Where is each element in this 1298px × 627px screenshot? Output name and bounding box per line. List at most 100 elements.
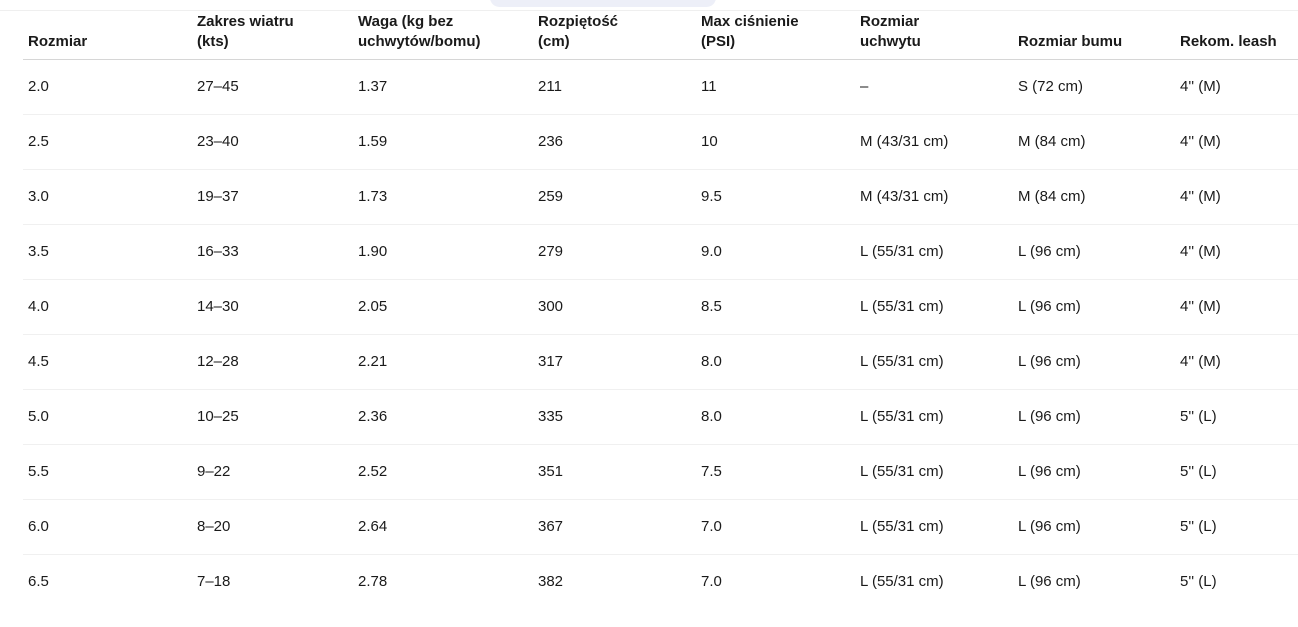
- table-row: 4.0 14–30 2.05 300 8.5 L (55/31 cm) L (96 cm) 4…: [23, 279, 1298, 335]
- table-cell: 2.78: [358, 572, 388, 590]
- table-cell: 8.0: [696, 389, 855, 445]
- table-row: 6.0 8–20 2.64 367 7.0 L (55/31 cm) L (96 cm) 5'…: [23, 499, 1298, 555]
- column-header-label: Max ciśnienie (PSI): [701, 12, 799, 50]
- table-cell: 2.36: [353, 389, 533, 445]
- column-header-label: Waga (kg bez uchwytów/bomu): [358, 12, 481, 50]
- column-header-label: Rozmiar bumu: [1018, 32, 1123, 50]
- table-row: 3.5 16–33 1.90 279 9.0 L (55/31 cm) L (96 cm) 4…: [23, 224, 1298, 280]
- table-cell: 2.64: [353, 499, 533, 555]
- table-cell: –: [855, 59, 1013, 115]
- table-cell: 5'' (L): [1175, 444, 1298, 500]
- table-cell: 2.05: [353, 279, 533, 335]
- table-cell: 12–28: [192, 334, 353, 390]
- table-cell: S (72 cm): [1013, 59, 1175, 115]
- table-cell: 7.5: [696, 444, 855, 500]
- table-row: 4.5 12–28 2.21 317 8.0 L (55/31 cm) L (96 cm) 4…: [23, 334, 1298, 390]
- column-header-label: Rozmiar: [28, 32, 88, 50]
- top-divider: [0, 10, 1298, 11]
- table-cell: M (84 cm): [1013, 169, 1175, 225]
- table-cell: 2.52: [353, 444, 533, 500]
- table-cell: 367: [533, 499, 696, 555]
- table-cell: 4'' (M): [1175, 114, 1298, 170]
- column-header-rozpietosc: Rozpiętość (cm): [533, 11, 696, 60]
- table-cell: L (55/31 cm): [855, 499, 1013, 555]
- table-cell: L (96 cm): [1018, 572, 1081, 590]
- table-cell: L (55/31 cm): [855, 444, 1013, 500]
- table-cell: 4'' (M): [1175, 224, 1298, 280]
- table-cell: 1.59: [353, 114, 533, 170]
- table-cell: L (96 cm): [1013, 224, 1175, 280]
- table-cell: 351: [533, 444, 696, 500]
- column-header-waga: Waga (kg bez uchwytów/bomu): [353, 11, 533, 60]
- table-cell: M (43/31 cm): [855, 169, 1013, 225]
- table-cell: 5'' (L): [1175, 389, 1298, 445]
- table-cell: 8.0: [696, 334, 855, 390]
- table-cell: L (96 cm): [1013, 334, 1175, 390]
- table-cell: 211: [533, 59, 696, 115]
- table-cell: 300: [533, 279, 696, 335]
- table-row: 5.0 10–25 2.36 335 8.0 L (55/31 cm) L (96 cm) 5…: [23, 389, 1298, 445]
- column-header-rozmiar: Rozmiar: [23, 11, 192, 60]
- table-cell: 5.0: [23, 389, 192, 445]
- table-row: 2.0 27–45 1.37 211 11– S (72 cm) 4'' (M): [23, 59, 1298, 115]
- table-cell: 4'' (M): [1175, 334, 1298, 390]
- table-cell: 14–30: [192, 279, 353, 335]
- column-header-label: Rozpiętość (cm): [538, 12, 619, 50]
- table-cell: 236: [533, 114, 696, 170]
- table-cell: 23–40: [192, 114, 353, 170]
- table-row: 5.5 9–22 2.52 351 7.5 L (55/31 cm) L (96 cm) 5'…: [23, 444, 1298, 500]
- table-cell: 1.37: [353, 59, 533, 115]
- header-row: Rozmiar Zakres wiatru (kts) Waga (kg bez…: [23, 11, 1298, 60]
- table-cell: L (55/31 cm): [855, 389, 1013, 445]
- column-header-label: Rekom. leash: [1180, 32, 1277, 50]
- table-cell: 3.5: [23, 224, 192, 280]
- spec-table: Rozmiar Zakres wiatru (kts) Waga (kg bez…: [23, 11, 1298, 609]
- table-cell: 9–22: [192, 444, 353, 500]
- table-cell: 382: [538, 572, 564, 590]
- table-cell: 5.5: [23, 444, 192, 500]
- table-cell: L (55/31 cm): [855, 279, 1013, 335]
- table-cell: 279: [533, 224, 696, 280]
- table-cell: 5'' (L): [1175, 499, 1298, 555]
- table-cell: 4.5: [23, 334, 192, 390]
- column-header-zakres-wiatru: Zakres wiatru (kts): [192, 11, 353, 60]
- table-cell: 317: [533, 334, 696, 390]
- table-cell: L (55/31 cm): [855, 224, 1013, 280]
- top-pill-button[interactable]: [490, 0, 716, 7]
- table-cell: 4'' (M): [1175, 59, 1298, 115]
- table-cell: 4'' (M): [1175, 279, 1298, 335]
- column-header-label: Rozmiar uchwytu: [860, 12, 921, 50]
- table-cell: 6.5: [28, 572, 49, 590]
- table-cell: 1.90: [353, 224, 533, 280]
- table-cell: 3.0: [23, 169, 192, 225]
- table-cell: 5'' (L): [1180, 572, 1217, 590]
- column-header-label: Zakres wiatru (kts): [197, 12, 294, 50]
- spec-table-header: Rozmiar Zakres wiatru (kts) Waga (kg bez…: [23, 11, 1298, 60]
- table-cell: L (55/31 cm): [860, 572, 944, 590]
- table-cell: 16–33: [192, 224, 353, 280]
- spec-table-body: 2.0 27–45 1.37 211 11– S (72 cm) 4'' (M) 2.5 23–…: [23, 59, 1298, 609]
- table-cell: L (96 cm): [1013, 389, 1175, 445]
- table-cell: 7.0: [696, 499, 855, 555]
- column-header-max-cisnienie: Max ciśnienie (PSI): [696, 11, 855, 60]
- column-header-rozmiar-bumu: Rozmiar bumu: [1013, 11, 1175, 60]
- table-cell: 19–37: [192, 169, 353, 225]
- table-cell: L (55/31 cm): [855, 334, 1013, 390]
- table-cell: 9.0: [696, 224, 855, 280]
- table-cell: M (84 cm): [1013, 114, 1175, 170]
- table-cell: 10: [696, 114, 855, 170]
- table-cell: 2.5: [23, 114, 192, 170]
- table-cell: L (96 cm): [1013, 499, 1175, 555]
- table-cell: 4.0: [23, 279, 192, 335]
- table-cell: 9.5: [696, 169, 855, 225]
- table-cell: 2.0: [23, 59, 192, 115]
- table-row: 6.5 7–18 2.78 382 7.0 L (55/31 cm) L (96 cm) 5'…: [23, 554, 1298, 609]
- table-cell: 8.5: [696, 279, 855, 335]
- table-cell: L (96 cm): [1013, 444, 1175, 500]
- table-cell: 7–18: [197, 572, 231, 590]
- table-row: 3.0 19–37 1.73 259 9.5 M (43/31 cm) M (84 cm) 4…: [23, 169, 1298, 225]
- table-cell: 2.21: [353, 334, 533, 390]
- table-cell: 10–25: [192, 389, 353, 445]
- table-cell: L (96 cm): [1013, 279, 1175, 335]
- table-cell: 335: [533, 389, 696, 445]
